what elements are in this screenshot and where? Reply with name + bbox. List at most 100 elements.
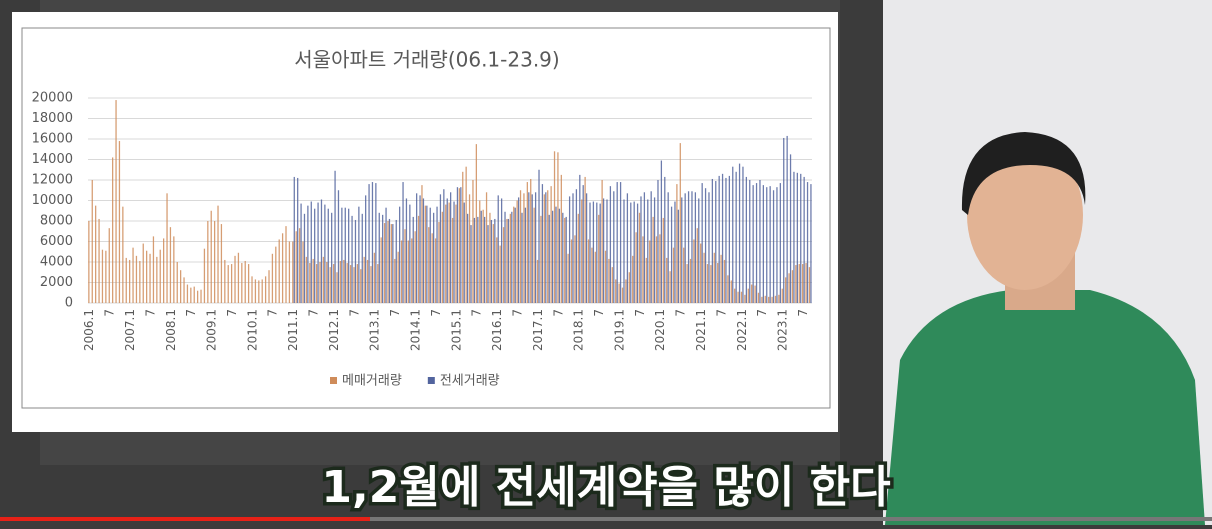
bar <box>585 193 588 303</box>
bar <box>632 255 634 303</box>
bar <box>521 212 523 303</box>
bar <box>764 295 766 303</box>
bar <box>378 212 380 303</box>
bar <box>623 199 625 303</box>
x-tick-label: 2016.1 <box>490 309 504 351</box>
bar <box>710 265 712 303</box>
bar <box>462 171 464 303</box>
bar <box>414 231 416 303</box>
bar <box>91 180 93 303</box>
bar <box>466 213 469 303</box>
bar <box>616 182 618 303</box>
x-tick-label: 2021.1 <box>694 309 708 351</box>
bar <box>456 187 459 303</box>
bar <box>251 276 253 303</box>
bar <box>95 205 97 303</box>
bar <box>611 267 613 303</box>
bar <box>783 137 785 303</box>
bar <box>230 264 233 303</box>
bar <box>538 169 540 303</box>
x-tick-label: 7 <box>510 309 524 317</box>
bar <box>779 183 781 303</box>
bar <box>402 182 404 303</box>
bar <box>190 287 192 303</box>
bar <box>755 183 758 303</box>
x-tick-label: 7 <box>307 309 321 317</box>
x-tick-label: 2007.1 <box>123 309 137 351</box>
bar <box>258 280 260 303</box>
bar <box>317 202 319 303</box>
bar <box>723 259 726 303</box>
bar <box>468 194 471 303</box>
bar <box>349 265 352 303</box>
bar <box>326 262 328 303</box>
bar <box>776 187 778 303</box>
bar <box>380 237 382 303</box>
bar <box>387 221 389 303</box>
bar <box>382 214 384 303</box>
bar <box>213 221 216 303</box>
bar <box>572 193 574 303</box>
bar <box>560 174 562 303</box>
y-tick-label: 4000 <box>40 255 73 270</box>
bar <box>368 184 370 303</box>
bar <box>745 176 747 303</box>
bar <box>416 193 418 303</box>
bar <box>309 263 311 303</box>
bar <box>373 252 376 303</box>
y-tick-label: 20000 <box>32 91 73 106</box>
bar <box>424 205 427 303</box>
bar <box>596 202 598 303</box>
bar <box>738 163 741 303</box>
bar <box>608 258 610 303</box>
bar <box>281 233 284 303</box>
bar <box>511 211 513 303</box>
bar <box>742 166 744 303</box>
bar <box>404 229 406 303</box>
bar <box>708 192 710 303</box>
bar <box>264 276 267 303</box>
bar <box>531 194 533 303</box>
bar <box>346 263 348 303</box>
bar <box>319 262 321 303</box>
y-tick-label: 16000 <box>32 132 73 147</box>
chart-frame <box>21 27 831 409</box>
bar <box>224 259 226 303</box>
x-tick-label: 7 <box>266 309 280 317</box>
bar <box>434 238 437 303</box>
bar <box>517 197 520 303</box>
bar <box>669 271 671 303</box>
bar <box>339 260 342 303</box>
bar <box>587 239 590 303</box>
bar <box>275 246 277 303</box>
bar <box>768 296 770 303</box>
bar <box>808 267 811 303</box>
x-tick-label: 2008.1 <box>164 309 178 351</box>
bar <box>524 207 527 303</box>
bar <box>394 258 396 303</box>
bar <box>718 175 720 303</box>
bar <box>480 210 482 303</box>
chart-title: 서울아파트 거래량(06.1-23.9) <box>294 48 559 72</box>
bar <box>781 288 783 303</box>
bar <box>254 279 257 303</box>
bar <box>591 247 593 303</box>
bar <box>292 241 294 303</box>
bar <box>528 192 530 303</box>
bar <box>514 207 516 303</box>
bar <box>500 198 503 303</box>
bar <box>88 221 90 303</box>
bar <box>426 205 428 303</box>
bar <box>314 208 316 303</box>
y-tick-label: 8000 <box>40 214 73 229</box>
bar <box>562 212 564 303</box>
bar <box>341 207 343 303</box>
x-tick-label: 2010.1 <box>245 309 259 351</box>
bar <box>492 224 494 303</box>
bar <box>112 157 114 303</box>
bar <box>139 260 141 303</box>
bar <box>653 197 656 303</box>
bar <box>701 183 703 303</box>
legend-label: 전세거래량 <box>440 374 500 389</box>
bar <box>536 259 539 303</box>
